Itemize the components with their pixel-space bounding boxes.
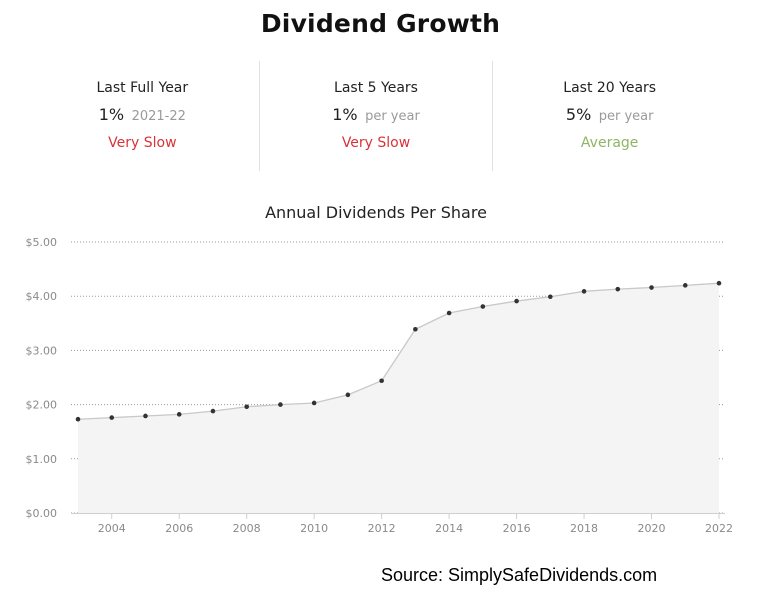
stat-label: Last 5 Years: [334, 80, 418, 96]
data-point: [109, 415, 115, 420]
data-point: [413, 326, 418, 332]
stat-last-5-years: Last 5 Years 1% per year Very Slow: [258, 61, 493, 171]
data-point: [548, 294, 553, 300]
data-point: [514, 298, 519, 304]
data-point: [446, 310, 452, 316]
data-point: [143, 413, 148, 419]
stat-last-20-years: Last 20 Years 5% per year Average: [492, 61, 726, 171]
source-credit: Source: SimplySafeDividends.com: [381, 565, 658, 585]
data-point: [176, 412, 182, 417]
y-tick-label: $3.00: [26, 344, 58, 357]
stat-label: Last 20 Years: [563, 80, 657, 96]
y-tick-label: $0.00: [26, 507, 58, 520]
data-point: [649, 285, 654, 290]
x-tick-label: 2012: [368, 522, 396, 535]
x-tick-label: 2004: [98, 522, 126, 535]
stat-label: Last Full Year: [96, 80, 189, 96]
stat-last-full-year: Last Full Year 1% 2021-22 Very Slow: [26, 61, 259, 171]
data-point: [716, 280, 722, 286]
x-tick-label: 2008: [233, 522, 261, 535]
data-point: [682, 283, 688, 288]
stat-rating: Average: [580, 135, 639, 151]
data-point: [379, 378, 384, 384]
data-point: [345, 392, 351, 398]
x-tick-label: 2020: [638, 522, 666, 535]
data-point: [244, 404, 249, 410]
stat-sub: per year: [598, 109, 654, 124]
stat-rating: Very Slow: [108, 135, 177, 151]
data-point: [480, 304, 486, 309]
data-point: [278, 402, 283, 407]
stat-value: 5%: [565, 105, 592, 124]
series-line: [77, 282, 720, 420]
stat-sub: per year: [365, 109, 420, 124]
dividends-chart: $0.00 $1.00 $2.00 $3.00 $4.00 $5.00 2004 2006 20…: [26, 236, 734, 535]
data-point: [210, 408, 216, 414]
y-tick-label: $2.00: [26, 399, 58, 412]
page-title: Dividend Growth: [260, 9, 501, 38]
x-tick-label: 2018: [570, 522, 598, 535]
growth-stats: Last Full Year 1% 2021-22 Very Slow Last…: [26, 61, 726, 171]
y-tick-label: $5.00: [26, 236, 58, 249]
data-point: [615, 286, 621, 292]
y-tick-label: $1.00: [26, 453, 58, 466]
stat-value: 1%: [332, 105, 358, 124]
stat-rating: Very Slow: [341, 135, 411, 151]
x-tick-label: 2010: [300, 522, 328, 535]
y-tick-label: $4.00: [26, 290, 58, 303]
x-tick-label: 2016: [503, 522, 531, 535]
data-point: [75, 416, 81, 422]
stat-value: 1%: [98, 105, 125, 124]
x-tick-label: 2014: [435, 522, 463, 535]
x-tick-label: 2022: [705, 522, 733, 535]
stat-sub: 2021-22: [131, 109, 186, 124]
data-point: [581, 289, 587, 294]
chart-title: Annual Dividends Per Share: [265, 203, 487, 222]
data-point: [311, 400, 317, 406]
area-fill: [78, 283, 719, 513]
x-tick-label: 2006: [165, 522, 193, 535]
